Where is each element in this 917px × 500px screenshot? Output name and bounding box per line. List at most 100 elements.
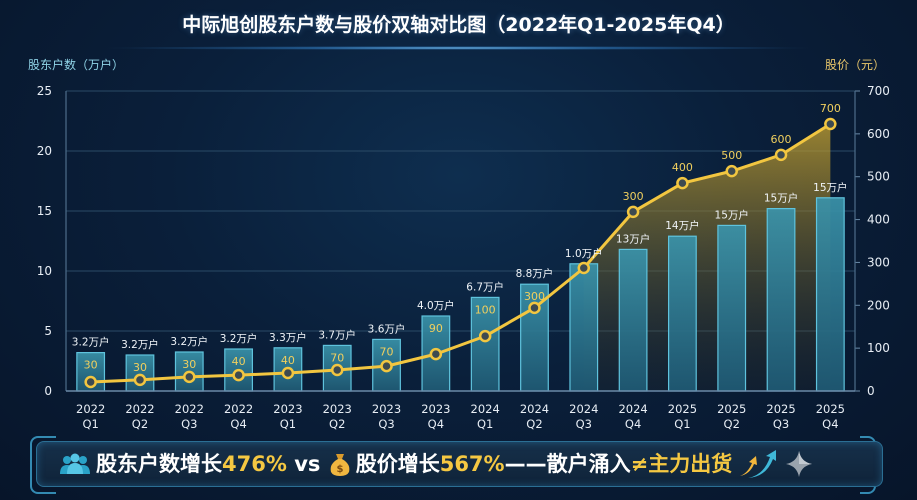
shareholder-bar bbox=[766, 208, 796, 392]
dual-axis-chart: 051015202501002003004005006007002022Q120… bbox=[37, 84, 890, 431]
price-point bbox=[676, 176, 689, 190]
price-point bbox=[626, 205, 640, 219]
price-point bbox=[774, 148, 788, 162]
right-axis-tick-label: 600 bbox=[867, 127, 890, 141]
left-axis-tick-label: 15 bbox=[37, 204, 52, 218]
price-point bbox=[281, 366, 295, 380]
shareholder-bar bbox=[717, 224, 747, 392]
price-point bbox=[380, 359, 393, 373]
price-value-label: 500 bbox=[721, 149, 742, 162]
x-tick-label-year: 2024 bbox=[569, 402, 598, 416]
price-point bbox=[330, 363, 344, 377]
x-tick-label-quarter: Q1 bbox=[477, 417, 493, 431]
price-point bbox=[429, 347, 443, 361]
price-point bbox=[232, 368, 245, 382]
price-point bbox=[133, 373, 147, 387]
price-value-label: 300 bbox=[524, 290, 545, 303]
banner-part2: 股价增长 bbox=[355, 452, 440, 476]
price-point bbox=[577, 261, 591, 275]
x-tick-label-year: 2022 bbox=[76, 402, 105, 416]
price-point bbox=[183, 370, 196, 384]
bar-value-label: 3.6万户 bbox=[368, 322, 406, 335]
price-value-label: 30 bbox=[182, 358, 196, 371]
x-tick-label-year: 2022 bbox=[175, 402, 204, 416]
left-axis-tick-label: 25 bbox=[37, 84, 52, 98]
bar-value-label: 3.7万户 bbox=[318, 328, 356, 341]
price-value-label: 300 bbox=[623, 190, 644, 203]
bar-value-label: 14万户 bbox=[665, 219, 699, 232]
x-tick-label-quarter: Q2 bbox=[132, 417, 148, 431]
price-point bbox=[528, 301, 541, 315]
shareholder-bar bbox=[815, 197, 845, 392]
right-axis-tick-label: 0 bbox=[867, 384, 875, 398]
x-tick-label-year: 2023 bbox=[372, 402, 401, 416]
shareholder-growth-pct: 476% bbox=[222, 452, 287, 476]
x-tick-label-quarter: Q3 bbox=[773, 417, 789, 431]
x-tick-label-year: 2025 bbox=[717, 402, 746, 416]
x-tick-label-year: 2024 bbox=[520, 402, 549, 416]
trend-up-arrow-icon bbox=[738, 449, 778, 479]
x-tick-label-quarter: Q4 bbox=[428, 417, 444, 431]
bar-value-label: 3.2万户 bbox=[220, 332, 258, 345]
price-line-path bbox=[90, 122, 832, 384]
summary-banner-text: 股东户数增长 476% vs $ 股价增长 567% ——散户涌入 ≠ 主力出货 bbox=[58, 446, 818, 482]
banner-corner-left bbox=[30, 436, 56, 494]
price-value-label: 90 bbox=[429, 322, 443, 335]
price-point bbox=[824, 117, 837, 131]
x-tick-label-year: 2024 bbox=[471, 402, 500, 416]
x-tick-label-year: 2025 bbox=[816, 402, 845, 416]
users-icon bbox=[58, 452, 92, 476]
bar-value-label: 15万户 bbox=[764, 192, 798, 205]
bar-value-label: 13万户 bbox=[616, 232, 650, 245]
price-point bbox=[478, 329, 492, 343]
summary-banner bbox=[36, 441, 883, 487]
price-value-label: 700 bbox=[820, 102, 841, 115]
price-value-label: 400 bbox=[672, 161, 693, 174]
right-axis-tick-label: 100 bbox=[867, 341, 890, 355]
right-axis-tick-label: 700 bbox=[867, 84, 890, 98]
x-tick-label-quarter: Q2 bbox=[526, 417, 542, 431]
x-tick-label-year: 2022 bbox=[224, 402, 253, 416]
shareholder-bar bbox=[667, 235, 697, 392]
banner-part1: 股东户数增长 bbox=[96, 452, 222, 476]
x-tick-label-year: 2022 bbox=[125, 402, 154, 416]
bar-value-label: 3.2万户 bbox=[170, 335, 208, 348]
banner-vs: vs bbox=[286, 452, 328, 476]
right-axis-tick-label: 400 bbox=[867, 213, 890, 227]
x-tick-label-year: 2023 bbox=[421, 402, 450, 416]
price-point bbox=[84, 375, 97, 389]
right-axis-title: 股价（元） bbox=[824, 58, 885, 72]
price-value-label: 70 bbox=[330, 351, 344, 364]
left-axis-title: 股东户数（万户） bbox=[28, 58, 125, 72]
svg-text:$: $ bbox=[336, 464, 343, 475]
price-value-label: 40 bbox=[281, 354, 295, 367]
x-tick-label-quarter: Q1 bbox=[674, 417, 690, 431]
not-equal-sign: ≠ bbox=[630, 452, 649, 476]
bar-value-label: 15万户 bbox=[715, 208, 749, 221]
chart-title: 中际旭创股东户数与股价双轴对比图（2022年Q1-2025年Q4） bbox=[182, 14, 735, 36]
bar-value-label: 3.2万户 bbox=[121, 338, 159, 351]
price-value-label: 40 bbox=[232, 355, 246, 368]
x-tick-label-quarter: Q2 bbox=[329, 417, 345, 431]
shareholder-bar bbox=[470, 296, 500, 392]
left-axis-tick-label: 10 bbox=[37, 264, 52, 278]
x-tick-label-year: 2023 bbox=[323, 402, 352, 416]
x-tick-label-quarter: Q3 bbox=[378, 417, 394, 431]
right-axis-tick-label: 500 bbox=[867, 170, 890, 184]
axes: 051015202501002003004005006007002022Q120… bbox=[37, 84, 890, 431]
shareholder-bar bbox=[569, 263, 599, 392]
price-value-label: 30 bbox=[84, 359, 98, 372]
left-axis-tick-label: 0 bbox=[44, 384, 52, 398]
price-growth-pct: 567% bbox=[439, 452, 505, 476]
x-tick-label-quarter: Q2 bbox=[724, 417, 740, 431]
bar-value-label: 3.2万户 bbox=[72, 336, 110, 349]
shareholder-bar bbox=[618, 248, 648, 392]
left-axis-tick-label: 5 bbox=[44, 324, 52, 338]
price-value-label: 70 bbox=[380, 345, 394, 358]
x-tick-label-quarter: Q4 bbox=[230, 417, 246, 431]
x-tick-label-year: 2025 bbox=[766, 402, 795, 416]
price-value-label: 600 bbox=[771, 133, 792, 146]
bar-value-label: 8.8万户 bbox=[516, 267, 554, 280]
data-labels: 3.2万户 3.2万户 3.2万户 3.2万户 3.3万户 3.7万户 3.6万户 4.0万户… bbox=[72, 102, 848, 374]
x-tick-label-quarter: Q1 bbox=[280, 417, 296, 431]
